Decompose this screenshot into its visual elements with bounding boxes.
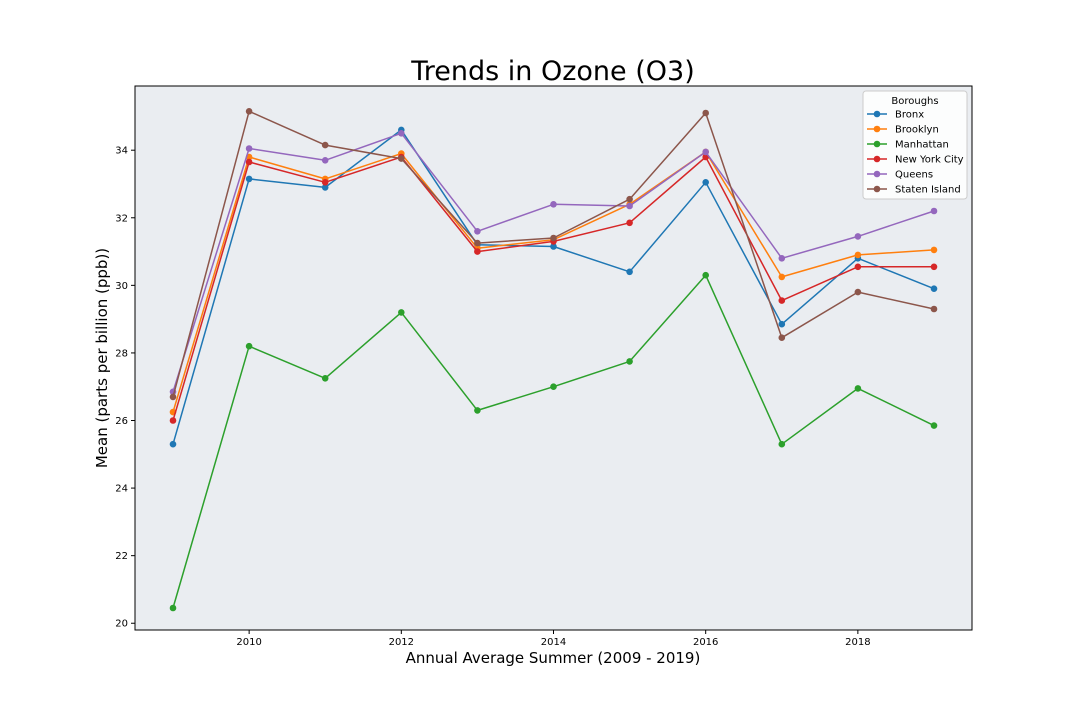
data-point-staten-island bbox=[778, 334, 786, 342]
data-point-manhattan bbox=[169, 604, 177, 612]
data-point-bronx bbox=[550, 243, 557, 250]
data-point-manhattan bbox=[550, 383, 557, 391]
y-tick-label: 20 bbox=[115, 619, 128, 630]
data-point-new-york-city bbox=[930, 263, 938, 271]
legend-label-new-york-city: New York City bbox=[895, 155, 964, 166]
legend-item-manhattan: Manhattan bbox=[867, 140, 949, 151]
y-axis-title: Mean (parts per billion (ppb)) bbox=[93, 248, 111, 468]
y-tick-label: 34 bbox=[115, 146, 128, 157]
legend: Boroughs Bronx Brooklyn Manhattan New York … bbox=[862, 90, 968, 200]
data-point-queens bbox=[398, 130, 405, 137]
legend-label-brooklyn: Brooklyn bbox=[895, 125, 939, 136]
legend-item-staten-island: Staten Island bbox=[867, 185, 961, 196]
data-point-queens bbox=[245, 145, 253, 152]
data-point-brooklyn bbox=[854, 251, 862, 259]
data-point-bronx bbox=[702, 179, 709, 186]
x-tick-label: 2016 bbox=[693, 637, 718, 648]
data-point-manhattan bbox=[778, 440, 786, 448]
legend-label-staten-island: Staten Island bbox=[895, 185, 961, 196]
data-point-new-york-city bbox=[778, 297, 786, 304]
data-point-staten-island bbox=[550, 234, 557, 242]
y-tick-label: 32 bbox=[115, 213, 128, 224]
data-point-staten-island bbox=[930, 305, 938, 313]
legend-swatch-marker bbox=[873, 155, 881, 163]
data-point-manhattan bbox=[321, 375, 329, 382]
y-tick-label: 24 bbox=[115, 484, 128, 495]
legend-title: Boroughs bbox=[891, 96, 938, 107]
chart-title: Trends in Ozone (O3) bbox=[410, 56, 695, 87]
data-point-staten-island bbox=[169, 393, 177, 401]
legend-item-brooklyn: Brooklyn bbox=[867, 125, 939, 136]
data-point-staten-island bbox=[398, 155, 405, 162]
legend-swatch-marker bbox=[873, 125, 881, 133]
legend-swatch-marker bbox=[873, 185, 881, 193]
legend-swatch-marker bbox=[873, 170, 881, 178]
data-point-brooklyn bbox=[930, 246, 938, 254]
data-point-staten-island bbox=[474, 239, 481, 247]
data-point-queens bbox=[778, 254, 786, 262]
data-point-manhattan bbox=[474, 407, 481, 414]
legend-item-new-york-city: New York City bbox=[867, 155, 964, 166]
legend-item-queens: Queens bbox=[867, 170, 933, 181]
plot-area bbox=[135, 86, 972, 630]
series-queens bbox=[169, 130, 938, 396]
data-point-new-york-city bbox=[854, 263, 862, 271]
data-point-staten-island bbox=[626, 195, 633, 203]
data-point-queens bbox=[550, 201, 557, 208]
x-tick-label: 2014 bbox=[541, 637, 566, 648]
y-tick-label: 28 bbox=[115, 348, 128, 359]
data-point-bronx bbox=[626, 268, 633, 276]
plot-frame bbox=[134, 85, 973, 631]
data-point-queens bbox=[321, 157, 329, 164]
data-point-manhattan bbox=[930, 422, 938, 429]
data-point-manhattan bbox=[854, 385, 862, 392]
legend-item-bronx: Bronx bbox=[867, 110, 924, 121]
data-point-manhattan bbox=[245, 342, 253, 350]
x-tick-label: 2012 bbox=[389, 637, 414, 648]
data-point-new-york-city bbox=[474, 248, 481, 255]
x-tick-label: 2018 bbox=[845, 637, 870, 648]
legend-label-queens: Queens bbox=[895, 170, 933, 181]
data-point-new-york-city bbox=[626, 219, 633, 227]
series-staten-island bbox=[169, 108, 938, 401]
x-axis-title: Annual Average Summer (2009 - 2019) bbox=[406, 649, 701, 667]
data-point-bronx bbox=[169, 440, 177, 448]
data-point-queens bbox=[702, 148, 709, 156]
data-point-bronx bbox=[778, 320, 786, 328]
data-point-staten-island bbox=[854, 288, 862, 296]
data-point-new-york-city bbox=[169, 417, 177, 424]
data-point-bronx bbox=[321, 184, 329, 191]
axis-ticks: 2010 2012 2014 2016 2018 20 22 24 26 28 30 32 34 bbox=[115, 146, 870, 648]
data-point-queens bbox=[474, 228, 481, 235]
legend-swatch-marker bbox=[873, 110, 881, 118]
data-point-staten-island bbox=[321, 141, 329, 149]
series-layer bbox=[169, 108, 938, 612]
x-tick-label: 2010 bbox=[236, 637, 261, 648]
data-point-brooklyn bbox=[778, 273, 786, 281]
legend-label-bronx: Bronx bbox=[895, 110, 924, 121]
data-point-queens bbox=[930, 207, 938, 215]
y-tick-label: 22 bbox=[115, 551, 128, 562]
data-point-manhattan bbox=[626, 358, 633, 365]
series-manhattan bbox=[169, 271, 938, 612]
data-point-queens bbox=[626, 202, 633, 210]
y-tick-label: 30 bbox=[115, 281, 128, 292]
y-tick-label: 26 bbox=[115, 416, 128, 427]
legend-label-manhattan: Manhattan bbox=[895, 140, 949, 151]
legend-box bbox=[862, 90, 968, 200]
data-point-bronx bbox=[245, 175, 253, 183]
data-point-staten-island bbox=[702, 109, 709, 117]
data-point-new-york-city bbox=[245, 158, 253, 166]
data-point-new-york-city bbox=[321, 179, 329, 186]
data-point-queens bbox=[854, 233, 862, 240]
data-point-bronx bbox=[930, 285, 938, 293]
data-point-manhattan bbox=[702, 271, 709, 279]
data-point-manhattan bbox=[398, 309, 405, 316]
data-point-staten-island bbox=[245, 108, 253, 115]
legend-items: Bronx Brooklyn Manhattan New York City Queen… bbox=[867, 110, 964, 196]
legend-swatch-marker bbox=[873, 140, 881, 148]
